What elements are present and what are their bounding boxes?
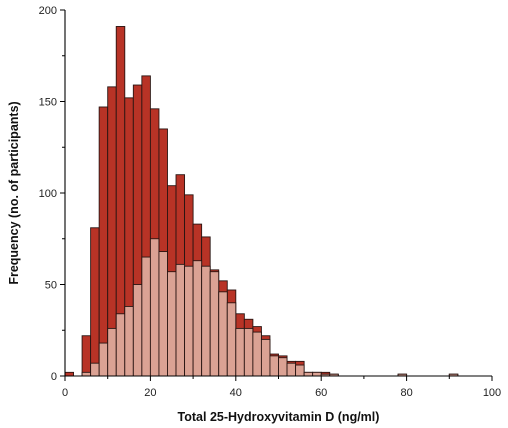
bar — [286, 362, 297, 377]
x-tick-label: 80 — [400, 387, 412, 399]
x-tick-label: 60 — [315, 387, 327, 399]
x-tick-label: 20 — [144, 387, 156, 399]
bar — [201, 265, 211, 377]
y-tick-label: 100 — [39, 188, 57, 200]
bar — [209, 271, 220, 377]
bar — [149, 238, 160, 377]
bar — [124, 306, 134, 377]
bar — [141, 256, 151, 377]
bar — [81, 335, 92, 377]
bar — [90, 362, 100, 377]
y-tick-label: 50 — [45, 280, 57, 292]
bar — [184, 265, 194, 377]
bar — [269, 355, 279, 377]
y-tick-label: 0 — [51, 371, 57, 383]
bar — [278, 357, 288, 377]
bar — [132, 284, 143, 377]
y-axis-title: Frequency (no. of participants) — [7, 101, 21, 284]
bar — [167, 271, 177, 377]
bar — [115, 313, 126, 377]
bar — [98, 342, 109, 377]
y-tick-label: 200 — [39, 5, 57, 17]
bar — [175, 263, 186, 377]
bar — [226, 302, 237, 377]
x-tick-label: 100 — [483, 387, 501, 399]
bar — [107, 327, 117, 377]
bar — [192, 260, 203, 377]
bar — [260, 338, 271, 377]
bar — [243, 327, 254, 377]
y-tick-label: 150 — [39, 97, 57, 109]
bar — [235, 327, 245, 377]
bar — [218, 291, 228, 377]
bar — [158, 251, 168, 377]
bar — [252, 331, 262, 377]
bar — [90, 227, 100, 377]
bar — [295, 364, 305, 377]
x-axis-title: Total 25-Hydroxyvitamin D (ng/ml) — [178, 410, 380, 424]
bar — [98, 106, 109, 377]
series-front-bars — [81, 238, 459, 377]
x-tick-label: 40 — [230, 387, 242, 399]
x-tick-label: 0 — [62, 387, 68, 399]
tick-group: 0 20 40 60 80 100 0 50 100 150 200 — [39, 5, 502, 399]
